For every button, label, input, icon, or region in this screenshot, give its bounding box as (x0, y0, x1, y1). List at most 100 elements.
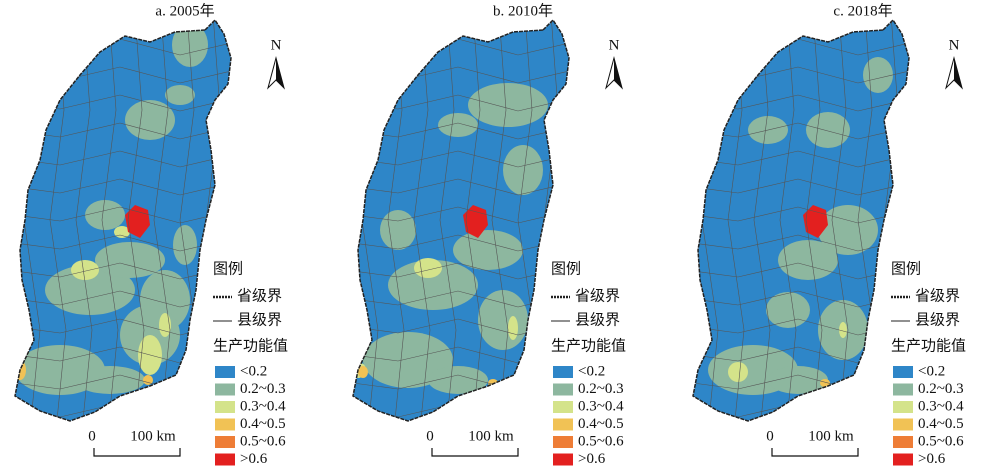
legend-title: 图例 (213, 260, 243, 277)
region (508, 316, 518, 340)
county-line (353, 178, 569, 196)
legend-value-title: 生产功能值 (891, 337, 966, 354)
north-arrow-half (276, 58, 284, 88)
land (693, 20, 909, 421)
legend-swatch (553, 418, 573, 431)
county-line (75, 20, 93, 421)
county-line (779, 20, 797, 421)
legend-label: 0.3~0.4 (240, 398, 286, 414)
region (85, 200, 125, 230)
region (95, 242, 165, 278)
region (428, 366, 488, 394)
scale-end: 100 km (808, 428, 854, 444)
legend-label: 0.2~0.3 (240, 381, 286, 397)
legend-swatch (893, 383, 913, 396)
region (414, 258, 442, 278)
legend-swatch (215, 366, 235, 378)
region (114, 226, 130, 238)
county-line (753, 20, 771, 421)
scale-end: 100 km (468, 428, 514, 444)
region (388, 260, 478, 310)
county-line (153, 20, 171, 421)
legend-label: 0.2~0.3 (578, 381, 624, 397)
region (453, 230, 523, 270)
province-border (692, 18, 910, 422)
region (173, 225, 197, 265)
land (353, 20, 569, 421)
region (468, 83, 548, 127)
region (778, 240, 838, 280)
county-line (805, 20, 823, 421)
legend-swatch (215, 453, 235, 466)
legend-swatch (215, 401, 235, 413)
region (45, 265, 135, 315)
legend-label: 0.4~0.5 (918, 416, 964, 432)
region (75, 366, 145, 394)
panel-title: a. 2005年 (155, 2, 214, 19)
legend-label: >0.6 (918, 451, 946, 467)
county-line (127, 20, 145, 421)
legend-value-title: 生产功能值 (213, 337, 288, 354)
region (438, 113, 478, 137)
county-line (693, 178, 909, 196)
legend-label: 0.4~0.5 (578, 416, 624, 432)
region (728, 362, 748, 382)
legend-swatch (553, 436, 573, 448)
county-line (15, 178, 231, 196)
legend-label: <0.2 (240, 363, 267, 379)
legend-title: 图例 (891, 260, 921, 277)
scale-end: 100 km (130, 428, 176, 444)
region (358, 366, 368, 378)
legend-swatch (553, 383, 573, 396)
legend-label: 省级界 (915, 287, 960, 304)
legend-label: 0.5~0.6 (578, 433, 624, 449)
region (768, 366, 828, 394)
county-line (413, 20, 431, 421)
legend-swatch (215, 383, 235, 396)
region (380, 210, 416, 250)
legend-label: 0.5~0.6 (240, 433, 286, 449)
panel-title: c. 2018年 (833, 2, 892, 19)
region (165, 85, 195, 105)
north-label: N (271, 37, 282, 53)
legend-swatch (553, 401, 573, 413)
county-line (693, 150, 909, 168)
region (143, 375, 153, 385)
county-line (439, 20, 457, 421)
legend-label: 0.3~0.4 (578, 398, 624, 414)
region (820, 379, 830, 387)
legend-swatch (893, 366, 913, 378)
region (159, 313, 171, 337)
legend-label: 0.5~0.6 (918, 433, 964, 449)
legend-swatch (893, 401, 913, 413)
legend-value-title: 生产功能值 (551, 337, 626, 354)
legend-label: 县级界 (575, 311, 620, 328)
region (818, 205, 878, 255)
legend-swatch (893, 436, 913, 448)
region (766, 292, 810, 328)
county-line (15, 206, 231, 224)
region (125, 100, 175, 140)
legend-swatch (553, 366, 573, 378)
county-line (693, 206, 909, 224)
county-line (831, 20, 849, 421)
legend-label: >0.6 (240, 451, 268, 467)
panel-title: b. 2010年 (493, 2, 553, 19)
legend-swatch (893, 418, 913, 431)
county-line (15, 150, 231, 168)
county-line (491, 20, 509, 421)
region (839, 322, 847, 338)
land (15, 20, 231, 421)
legend-label: 省级界 (237, 287, 282, 304)
region (806, 112, 850, 148)
province-border (14, 18, 232, 422)
scale-start: 0 (88, 428, 96, 444)
legend-label: 县级界 (237, 311, 282, 328)
scale-bar (771, 448, 859, 457)
legend-label: 县级界 (915, 311, 960, 328)
province-border (352, 18, 570, 422)
north-label: N (609, 37, 620, 53)
legend-swatch (893, 453, 913, 466)
